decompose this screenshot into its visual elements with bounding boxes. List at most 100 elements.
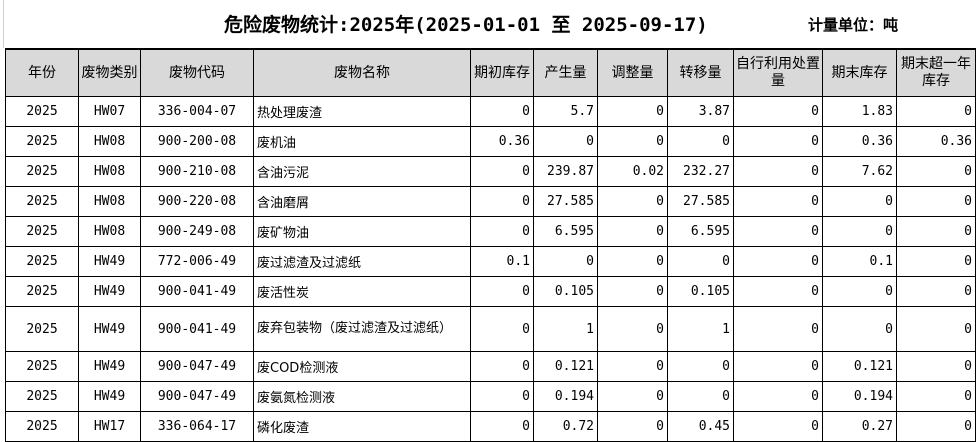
- table-cell[interactable]: 0.105: [533, 276, 598, 307]
- table-cell[interactable]: 0.36: [470, 126, 534, 157]
- table-cell[interactable]: 0.194: [533, 381, 598, 412]
- column-header[interactable]: 废物名称: [253, 48, 471, 97]
- table-cell[interactable]: 0.27: [822, 411, 897, 442]
- table-cell[interactable]: HW49: [78, 306, 141, 352]
- table-cell[interactable]: 2025: [5, 96, 79, 127]
- table-cell[interactable]: 0.36: [896, 126, 976, 157]
- table-cell[interactable]: 1: [667, 306, 734, 352]
- table-cell[interactable]: 废矿物油: [253, 216, 471, 247]
- table-cell[interactable]: 废COD检测液: [253, 351, 471, 382]
- table-cell[interactable]: 0.121: [822, 351, 897, 382]
- table-cell[interactable]: 0: [896, 216, 976, 247]
- table-cell[interactable]: 0: [733, 186, 823, 217]
- table-cell[interactable]: HW49: [78, 351, 141, 382]
- table-cell[interactable]: 废弃包装物（废过滤渣及过滤纸）: [253, 306, 471, 352]
- table-cell[interactable]: 废活性炭: [253, 276, 471, 307]
- table-cell[interactable]: 2025: [5, 126, 79, 157]
- table-cell[interactable]: 0: [896, 186, 976, 217]
- column-header[interactable]: 自行利用处置量: [733, 48, 823, 97]
- table-cell[interactable]: 27.585: [533, 186, 598, 217]
- table-cell[interactable]: 0: [733, 411, 823, 442]
- column-header[interactable]: 年份: [5, 48, 79, 97]
- column-header[interactable]: 期末库存: [822, 48, 897, 97]
- table-cell[interactable]: 1: [533, 306, 598, 352]
- table-cell[interactable]: 0.1: [470, 246, 534, 277]
- table-cell[interactable]: 336-064-17: [140, 411, 254, 442]
- table-cell[interactable]: 0: [896, 411, 976, 442]
- table-cell[interactable]: 2025: [5, 351, 79, 382]
- table-cell[interactable]: 0: [896, 306, 976, 352]
- table-cell[interactable]: HW49: [78, 276, 141, 307]
- table-cell[interactable]: 900-249-08: [140, 216, 254, 247]
- table-cell[interactable]: 900-220-08: [140, 186, 254, 217]
- table-cell[interactable]: 0: [470, 216, 534, 247]
- table-cell[interactable]: 0: [896, 276, 976, 307]
- table-cell[interactable]: 0: [896, 96, 976, 127]
- column-header[interactable]: 期末超一年库存: [896, 48, 976, 97]
- table-cell[interactable]: 0: [822, 306, 897, 352]
- table-cell[interactable]: 0.194: [822, 381, 897, 412]
- table-cell[interactable]: HW49: [78, 246, 141, 277]
- table-cell[interactable]: HW08: [78, 126, 141, 157]
- table-cell[interactable]: 0: [597, 381, 668, 412]
- table-cell[interactable]: 0: [597, 186, 668, 217]
- table-cell[interactable]: 0: [667, 351, 734, 382]
- column-header[interactable]: 产生量: [533, 48, 598, 97]
- table-cell[interactable]: 900-047-49: [140, 351, 254, 382]
- table-cell[interactable]: 0.105: [667, 276, 734, 307]
- table-cell[interactable]: 0: [733, 126, 823, 157]
- table-cell[interactable]: 2025: [5, 276, 79, 307]
- table-cell[interactable]: 0: [733, 96, 823, 127]
- table-cell[interactable]: 0: [667, 126, 734, 157]
- table-cell[interactable]: 0: [597, 276, 668, 307]
- column-header[interactable]: 废物类别: [78, 48, 141, 97]
- table-cell[interactable]: 0: [470, 351, 534, 382]
- table-cell[interactable]: HW17: [78, 411, 141, 442]
- table-cell[interactable]: 热处理废渣: [253, 96, 471, 127]
- table-cell[interactable]: 0: [896, 351, 976, 382]
- table-cell[interactable]: 2025: [5, 381, 79, 412]
- table-cell[interactable]: 0: [597, 126, 668, 157]
- table-cell[interactable]: 900-041-49: [140, 306, 254, 352]
- column-header[interactable]: 废物代码: [140, 48, 254, 97]
- table-cell[interactable]: 废过滤渣及过滤纸: [253, 246, 471, 277]
- table-cell[interactable]: 2025: [5, 306, 79, 352]
- table-cell[interactable]: 含油污泥: [253, 156, 471, 187]
- table-cell[interactable]: 2025: [5, 216, 79, 247]
- table-cell[interactable]: HW08: [78, 156, 141, 187]
- table-cell[interactable]: 废机油: [253, 126, 471, 157]
- table-cell[interactable]: 900-047-49: [140, 381, 254, 412]
- table-cell[interactable]: 0: [822, 186, 897, 217]
- table-cell[interactable]: 6.595: [667, 216, 734, 247]
- table-cell[interactable]: 0: [733, 306, 823, 352]
- table-cell[interactable]: 0: [597, 96, 668, 127]
- table-cell[interactable]: 0: [470, 96, 534, 127]
- table-cell[interactable]: 0: [597, 306, 668, 352]
- table-cell[interactable]: 0.36: [822, 126, 897, 157]
- table-cell[interactable]: 0: [733, 156, 823, 187]
- table-cell[interactable]: 0: [733, 351, 823, 382]
- table-cell[interactable]: 0: [470, 381, 534, 412]
- table-cell[interactable]: 0: [533, 126, 598, 157]
- table-cell[interactable]: HW49: [78, 381, 141, 412]
- table-cell[interactable]: 0.45: [667, 411, 734, 442]
- table-cell[interactable]: 0: [597, 246, 668, 277]
- table-cell[interactable]: HW08: [78, 186, 141, 217]
- table-cell[interactable]: 0: [733, 381, 823, 412]
- table-cell[interactable]: 0: [667, 381, 734, 412]
- column-header[interactable]: 转移量: [667, 48, 734, 97]
- table-cell[interactable]: 2025: [5, 156, 79, 187]
- table-cell[interactable]: 0: [733, 276, 823, 307]
- table-cell[interactable]: 239.87: [533, 156, 598, 187]
- table-cell[interactable]: 0: [470, 276, 534, 307]
- table-cell[interactable]: 2025: [5, 186, 79, 217]
- table-cell[interactable]: 0: [470, 411, 534, 442]
- column-header[interactable]: 期初库存: [470, 48, 534, 97]
- table-cell[interactable]: 1.83: [822, 96, 897, 127]
- table-cell[interactable]: 0: [470, 156, 534, 187]
- table-cell[interactable]: 3.87: [667, 96, 734, 127]
- table-cell[interactable]: 0: [896, 381, 976, 412]
- table-cell[interactable]: 0.72: [533, 411, 598, 442]
- table-cell[interactable]: 磷化废渣: [253, 411, 471, 442]
- table-cell[interactable]: 336-004-07: [140, 96, 254, 127]
